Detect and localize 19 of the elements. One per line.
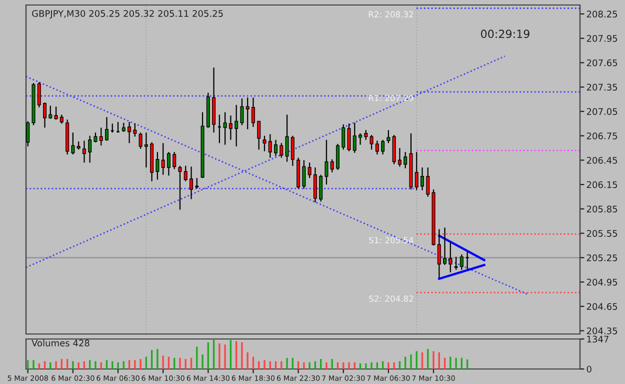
y-tick-label: 204.65: [586, 303, 618, 310]
y-tick-label: 207.65: [586, 59, 618, 66]
y-tick-label: 205.85: [586, 206, 618, 212]
text: GBPJPY,M30 205.25 205.32 205.11 205.25: [32, 10, 223, 19]
y-tick-label: 206.45: [586, 156, 618, 164]
y-tick-label: 206.75: [586, 132, 618, 140]
y-tick-label: 205.25: [586, 254, 618, 262]
y-tick-label: 207.05: [586, 108, 618, 115]
y-tick-label: 206.15: [586, 181, 618, 188]
annotation: 00:29:19: [481, 30, 530, 38]
chart-title: Volumes 428: [32, 339, 90, 346]
y-tick-label: 1347: [587, 336, 608, 343]
y-tick-label: 0: [586, 366, 592, 373]
y-tick-label: 207.95: [586, 35, 618, 42]
y-tick-label: 207.35: [586, 84, 618, 91]
y-tick-label: 204.35: [586, 327, 618, 334]
y-tick-label: 205.55: [586, 230, 618, 237]
y-tick-label: 208.25: [586, 10, 618, 18]
y-tick-label: 204.95: [586, 278, 618, 286]
